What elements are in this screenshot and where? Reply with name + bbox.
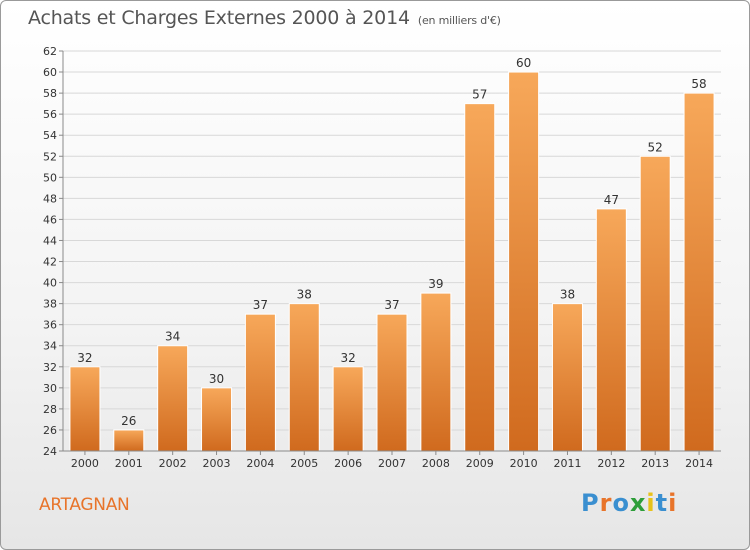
data-label: 32 [340, 351, 355, 365]
data-label: 52 [648, 140, 663, 154]
y-tick-label: 44 [43, 234, 57, 247]
x-tick-label: 2010 [510, 457, 538, 470]
x-tick-label: 2001 [115, 457, 143, 470]
data-label: 32 [77, 351, 92, 365]
data-label: 34 [165, 330, 180, 344]
bar-2013 [639, 155, 671, 452]
logo-letter: i [646, 489, 656, 517]
data-label: 37 [384, 298, 399, 312]
y-tick-label: 24 [43, 445, 57, 458]
x-tick-label: 2004 [246, 457, 274, 470]
axes: 24 26 28 30 32 34 36 38 40 42 44 46 48 50 52 54 56 58 60 62… [43, 45, 721, 470]
y-tick-label: 50 [43, 171, 57, 184]
y-tick-label: 48 [43, 192, 57, 205]
bar-2005 [288, 303, 320, 452]
y-tick-label: 52 [43, 150, 57, 163]
bar-2011 [551, 303, 583, 452]
y-tick-label: 26 [43, 424, 57, 437]
x-tick-label: 2014 [685, 457, 713, 470]
data-label: 47 [604, 193, 619, 207]
bar-2003 [201, 387, 233, 452]
logo-letter: t [655, 489, 669, 517]
bar-2008 [420, 292, 452, 452]
x-tick-label: 2002 [159, 457, 187, 470]
place-name: ARTAGNAN [39, 495, 130, 515]
x-tick-label: 2012 [597, 457, 625, 470]
data-label: 37 [253, 298, 268, 312]
bar-2009 [464, 103, 496, 452]
bars: 32 26 34 30 37 38 32 37 39 57 60 38 47 52 58 [69, 56, 715, 452]
data-label: 58 [691, 77, 706, 91]
y-tick-label: 60 [43, 66, 57, 79]
x-tick-label: 2009 [466, 457, 494, 470]
bar-2000 [69, 366, 101, 452]
y-tick-label: 34 [43, 340, 57, 353]
y-tick-label: 30 [43, 382, 57, 395]
data-label: 26 [121, 414, 136, 428]
chart-subtitle: (en milliers d'€) [417, 14, 501, 27]
y-tick-label: 46 [43, 213, 57, 226]
logo-letter: x [629, 489, 647, 517]
y-tick-label: 38 [43, 298, 57, 311]
chart-title: Achats et Charges Externes 2000 à 2014 (e… [28, 7, 501, 29]
y-tick-label: 58 [43, 87, 57, 100]
x-tick-label: 2003 [203, 457, 231, 470]
bar-2012 [595, 208, 627, 452]
y-tick-label: 36 [43, 319, 57, 332]
y-tick-label: 28 [43, 403, 57, 416]
data-label: 60 [516, 56, 531, 70]
y-tick-label: 32 [43, 361, 57, 374]
y-tick-label: 40 [43, 277, 57, 290]
x-tick-label: 2000 [71, 457, 99, 470]
logo-letter: i [668, 489, 678, 517]
proxiti-logo: Proxiti [581, 489, 677, 517]
y-tick-label: 56 [43, 108, 57, 121]
x-tick-label: 2005 [290, 457, 318, 470]
x-tick-label: 2007 [378, 457, 406, 470]
bar-2001 [113, 429, 145, 452]
y-tick-label: 42 [43, 256, 57, 269]
x-tick-label: 2011 [553, 457, 581, 470]
data-label: 38 [560, 288, 575, 302]
bar-2006 [332, 366, 364, 452]
bar-2010 [508, 71, 540, 452]
x-tick-label: 2013 [641, 457, 669, 470]
logo-letter: o [612, 489, 630, 517]
data-label: 38 [297, 288, 312, 302]
bar-2014 [683, 92, 715, 452]
data-label: 57 [472, 88, 487, 102]
chart-title-text: Achats et Charges Externes 2000 à 2014 [28, 7, 410, 29]
bar-2002 [157, 345, 189, 452]
y-tick-label: 54 [43, 129, 57, 142]
logo-letter: P [581, 489, 600, 517]
logo-letter: r [599, 489, 613, 517]
x-tick-label: 2008 [422, 457, 450, 470]
x-tick-label: 2006 [334, 457, 362, 470]
bar-2007 [376, 313, 408, 452]
bar-2004 [244, 313, 276, 452]
data-label: 39 [428, 277, 443, 291]
y-tick-label: 62 [43, 45, 57, 58]
data-label: 30 [209, 372, 224, 386]
